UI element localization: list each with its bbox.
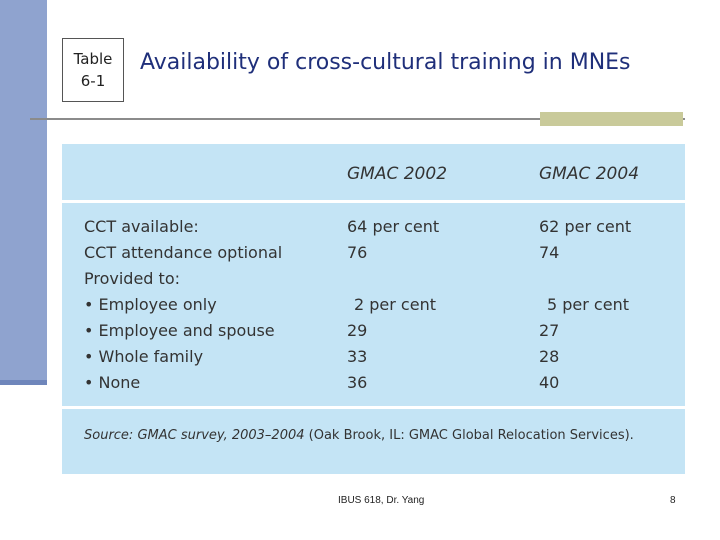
slide-title: Availability of cross-cultural training …	[140, 50, 631, 75]
row-label: CCT available:	[84, 217, 199, 236]
row-label: • Whole family	[84, 347, 204, 366]
row-label: • Employee only	[84, 295, 217, 314]
header-divider	[62, 200, 685, 203]
table-row: • Employee only 2 per cent 5 per cent	[62, 295, 685, 321]
table-label-word: Table	[73, 50, 113, 68]
data-table: GMAC 2002 GMAC 2004 CCT available: 64 pe…	[62, 144, 685, 474]
column-header-gmac-2004: GMAC 2004	[539, 164, 640, 184]
row-label: Provided to:	[84, 269, 180, 288]
source-publisher: (Oak Brook, IL: GMAC Global Relocation S…	[304, 428, 634, 443]
value-2004: 28	[539, 347, 560, 366]
value-2002: 76	[347, 243, 368, 262]
value-2002: 2 per cent	[354, 295, 436, 314]
table-row: CCT attendance optional 76 74	[62, 243, 685, 269]
table-number-box: Table 6-1	[62, 38, 124, 102]
row-label: CCT attendance optional	[84, 243, 283, 262]
table-row: • Employee and spouse 29 27	[62, 321, 685, 347]
row-label: • Employee and spouse	[84, 321, 275, 340]
value-2002: 64 per cent	[347, 217, 440, 236]
title-divider-accent	[540, 112, 683, 126]
source-divider	[62, 406, 685, 409]
footer-course-label: IBUS 618, Dr. Yang	[338, 495, 425, 506]
value-2002: 36	[347, 373, 368, 392]
table-label-number: 6-1	[80, 72, 106, 90]
table-source-note: Source: GMAC survey, 2003–2004 (Oak Broo…	[84, 428, 634, 443]
value-2002: 29	[347, 321, 368, 340]
value-2002: 33	[347, 347, 368, 366]
value-2004: 62 per cent	[539, 217, 632, 236]
title-divider-line	[30, 118, 685, 120]
table-row: • None 36 40	[62, 373, 685, 399]
page-number: 8	[670, 495, 676, 506]
table-row: • Whole family 33 28	[62, 347, 685, 373]
source-citation: Source: GMAC survey, 2003–2004	[84, 428, 305, 443]
row-label: • None	[84, 373, 141, 392]
value-2004: 27	[539, 321, 560, 340]
left-accent-bar	[0, 0, 47, 385]
column-header-gmac-2002: GMAC 2002	[347, 164, 448, 184]
value-2004: 40	[539, 373, 560, 392]
table-row: Provided to:	[62, 269, 685, 295]
value-2004: 5 per cent	[547, 295, 629, 314]
table-row: CCT available: 64 per cent 62 per cent	[62, 217, 685, 243]
left-accent-bar-edge	[0, 380, 47, 385]
value-2004: 74	[539, 243, 560, 262]
